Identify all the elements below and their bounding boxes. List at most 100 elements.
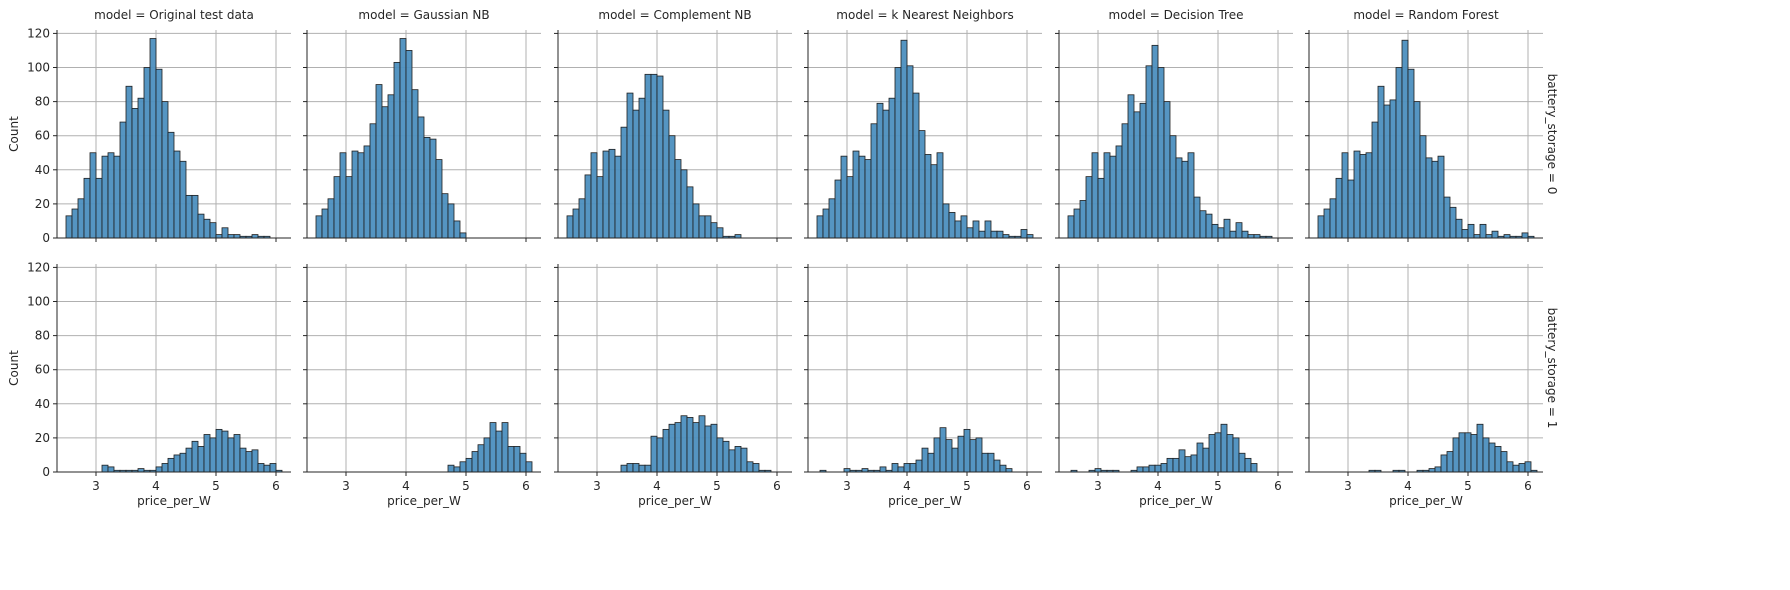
histogram-bar: [191, 440, 199, 473]
histogram-bar: [1524, 461, 1532, 473]
histogram-bar: [1181, 160, 1189, 239]
histogram-bar: [161, 463, 169, 473]
histogram-bar: [489, 422, 497, 473]
y-axis-label: Count: [7, 350, 21, 386]
x-tick-label: 3: [1344, 479, 1352, 493]
histogram-bar: [1217, 227, 1225, 239]
histogram-bar: [375, 84, 383, 239]
histogram-bar: [1091, 152, 1099, 239]
histogram-bar: [1163, 101, 1171, 239]
histogram-bar: [852, 150, 860, 239]
histogram-bar: [692, 203, 700, 239]
histogram-bar: [704, 215, 712, 239]
histogram-bar: [351, 150, 359, 239]
histogram-bar: [1026, 234, 1034, 239]
x-tick-label: 5: [963, 479, 971, 493]
column-title: model = Gaussian NB: [358, 8, 489, 22]
histogram-bar: [1145, 65, 1153, 239]
histogram-bar: [465, 457, 473, 473]
histogram-bar: [1506, 461, 1514, 473]
histogram-bar: [638, 97, 646, 239]
histogram-bar: [578, 198, 586, 239]
histogram-bar: [71, 208, 79, 239]
y-axis-label: Count: [7, 116, 21, 152]
x-tick-label: 3: [1094, 479, 1102, 493]
histogram-bar: [1446, 451, 1454, 473]
histogram-bar: [417, 116, 425, 239]
histogram-bar: [909, 463, 917, 473]
facet-panel-r0-c3: [804, 30, 1042, 242]
histogram-bar: [1371, 121, 1379, 239]
histogram-bar: [1196, 442, 1204, 473]
histogram-bar: [686, 186, 694, 239]
histogram-bar: [83, 177, 91, 239]
histogram-bar: [900, 39, 908, 239]
histogram-bar: [1479, 223, 1487, 239]
histogram-bar: [843, 468, 851, 473]
histogram-bar: [945, 439, 953, 473]
x-tick-label: 6: [1524, 479, 1532, 493]
histogram-bar: [990, 230, 998, 239]
y-tick-label: 20: [35, 431, 50, 445]
histogram-bar: [1211, 223, 1219, 239]
histogram-bar: [215, 234, 223, 239]
histogram-bar: [251, 234, 259, 239]
histogram-bar: [149, 38, 157, 239]
histogram-bar: [1512, 464, 1520, 473]
histogram-bar: [1226, 434, 1234, 473]
histogram-bar: [858, 155, 866, 239]
facet-panel-r1-c4: [1055, 264, 1293, 476]
histogram-bar: [584, 174, 592, 239]
histogram-bar: [1389, 99, 1397, 239]
histogram-bar: [1458, 432, 1466, 473]
histogram-bar: [632, 463, 640, 473]
histogram-bar: [239, 447, 247, 473]
histogram-bar: [233, 434, 241, 473]
histogram-bar: [1365, 152, 1373, 239]
histogram-bar: [339, 152, 347, 239]
column-title: model = Decision Tree: [1109, 8, 1244, 22]
histogram-bar: [828, 198, 836, 239]
histogram-bar: [981, 452, 989, 473]
x-axis-label: price_per_W: [638, 494, 712, 508]
histogram-bar: [1377, 85, 1385, 239]
histogram-bar: [1109, 155, 1117, 239]
histogram-bar: [1467, 223, 1475, 239]
histogram-bar: [1199, 210, 1207, 239]
y-tick-label: 60: [35, 363, 50, 377]
histogram-bar: [1419, 135, 1427, 239]
histogram-bar: [1208, 434, 1216, 473]
histogram-bar: [269, 463, 277, 473]
facet-panel-r0-c4: [1055, 30, 1293, 242]
histogram-bar: [501, 422, 509, 473]
histogram-bar: [1250, 463, 1258, 473]
histogram-bar: [203, 434, 211, 473]
y-tick-label: 120: [27, 26, 50, 40]
histogram-bar: [101, 155, 109, 239]
histogram-bar: [155, 466, 163, 473]
histogram-bar: [1184, 456, 1192, 473]
histogram-bar: [632, 109, 640, 239]
histogram-bar: [107, 152, 115, 239]
histogram-bar: [1494, 446, 1502, 473]
histogram-bar: [972, 220, 980, 239]
histogram-bar: [566, 215, 574, 239]
x-tick-label: 6: [773, 479, 781, 493]
facet-panel-r0-c5: [1305, 30, 1543, 242]
histogram-bar: [125, 85, 133, 239]
histogram-bar: [1491, 230, 1499, 239]
histogram-bar: [89, 152, 97, 239]
histogram-bar: [477, 444, 485, 473]
histogram-bar: [668, 423, 676, 473]
histogram-bar: [1169, 135, 1177, 239]
histogram-bar: [710, 423, 718, 473]
x-tick-label: 4: [1404, 479, 1412, 493]
column-title: model = Complement NB: [598, 8, 751, 22]
histogram-bar: [131, 108, 139, 239]
histogram-bar: [722, 440, 730, 473]
histogram-bar: [734, 234, 742, 239]
histogram-bar: [614, 155, 622, 239]
facet-panel-r0-c2: [554, 30, 792, 242]
histogram-bar: [927, 452, 935, 473]
histogram-bar: [969, 439, 977, 473]
